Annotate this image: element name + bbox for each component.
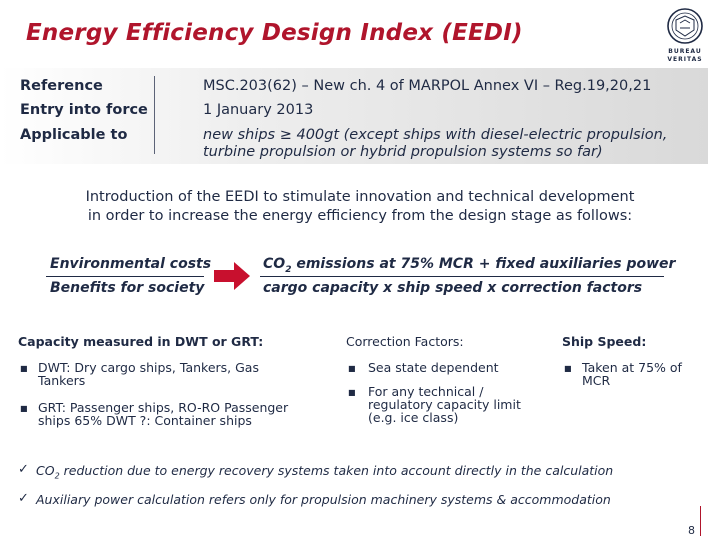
checkmark-icon: ✓ [18,491,29,506]
entry-into-force-value: 1 January 2013 [203,102,314,118]
square-bullet-icon: ■ [20,364,28,373]
check-co2-reduction: CO2 reduction due to energy recovery sys… [36,463,613,481]
intro-line2: in order to increase the energy efficien… [87,208,633,224]
logo-line2: VERITAS [667,56,703,63]
formula-left-numerator: Environmental costs [50,256,212,272]
capacity-item-dwt: DWT: Dry cargo ships, Tankers, Gas Tanke… [38,361,259,387]
square-bullet-icon: ■ [20,404,28,413]
square-bullet-icon: ■ [348,364,356,373]
ship-speed-heading: Ship Speed: [562,334,647,349]
speed-item-line1: Taken at 75% of [582,360,682,375]
seal-icon [667,8,703,44]
capacity-item-grt-line2: ships 65% DWT ?: Container ships [38,413,252,428]
co2-subscript: 2 [285,264,292,275]
square-bullet-icon: ■ [348,388,356,397]
reference-label: Reference [20,78,103,94]
check-co2-prefix: CO [36,463,55,478]
capacity-item-dwt-line2: Tankers [38,373,86,388]
bureau-veritas-logo: BUREAU VERITAS [660,6,710,64]
formula-left-fraction-line [46,276,204,277]
page-title: Energy Efficiency Design Index (EEDI) [26,20,523,46]
formula-left-denominator: Benefits for society [50,280,205,296]
formula-right-fraction-line [260,276,664,277]
applicable-to-label: Applicable to [20,127,128,143]
check-co2-text: reduction due to energy recovery systems… [59,463,614,478]
intro-line1: Introduction of the EEDI to stimulate in… [85,189,635,205]
capacity-item-grt: GRT: Passenger ships, RO-RO Passenger sh… [38,401,288,427]
applicable-to-value-line2: turbine propulsion or hybrid propulsion … [203,144,603,160]
right-arrow-icon [214,262,250,290]
capacity-item-grt-line1: GRT: Passenger ships, RO-RO Passenger [38,400,289,415]
logo-line1: BUREAU [668,48,702,55]
correction-item-technical-line3: (e.g. ice class) [368,410,459,425]
co2-suffix: emissions at 75% MCR + fixed auxiliaries… [291,256,676,272]
page-number: 8 [688,524,695,537]
correction-item-technical-line2: regulatory capacity limit [368,397,521,412]
formula-right-numerator: CO2 emissions at 75% MCR + fixed auxilia… [263,256,675,275]
reference-divider [154,76,155,154]
check-co2-subscript: 2 [54,471,60,481]
correction-heading: Correction Factors: [346,334,464,349]
applicable-to-value-line1: new ships ≥ 400gt (except ships with die… [203,127,668,143]
correction-item-technical-line1: For any technical / [368,384,484,399]
speed-item: Taken at 75% of MCR [582,361,682,387]
co2-prefix: CO [263,256,286,272]
speed-item-line2: MCR [582,373,611,388]
capacity-item-dwt-line1: DWT: Dry cargo ships, Tankers, Gas [38,360,259,375]
correction-item-sea-state: Sea state dependent [368,360,499,375]
square-bullet-icon: ■ [564,364,572,373]
capacity-heading: Capacity measured in DWT or GRT: [18,334,264,349]
page-number-accent-line [700,506,701,536]
reference-panel [0,68,708,164]
formula-right-denominator: cargo capacity x ship speed x correction… [263,280,643,296]
check-auxiliary-power: Auxiliary power calculation refers only … [36,492,611,507]
entry-into-force-label: Entry into force [20,102,148,118]
reference-value: MSC.203(62) – New ch. 4 of MARPOL Annex … [203,78,652,94]
intro-text: Introduction of the EEDI to stimulate in… [40,188,680,226]
correction-item-technical: For any technical / regulatory capacity … [368,385,521,424]
checkmark-icon: ✓ [18,462,29,477]
